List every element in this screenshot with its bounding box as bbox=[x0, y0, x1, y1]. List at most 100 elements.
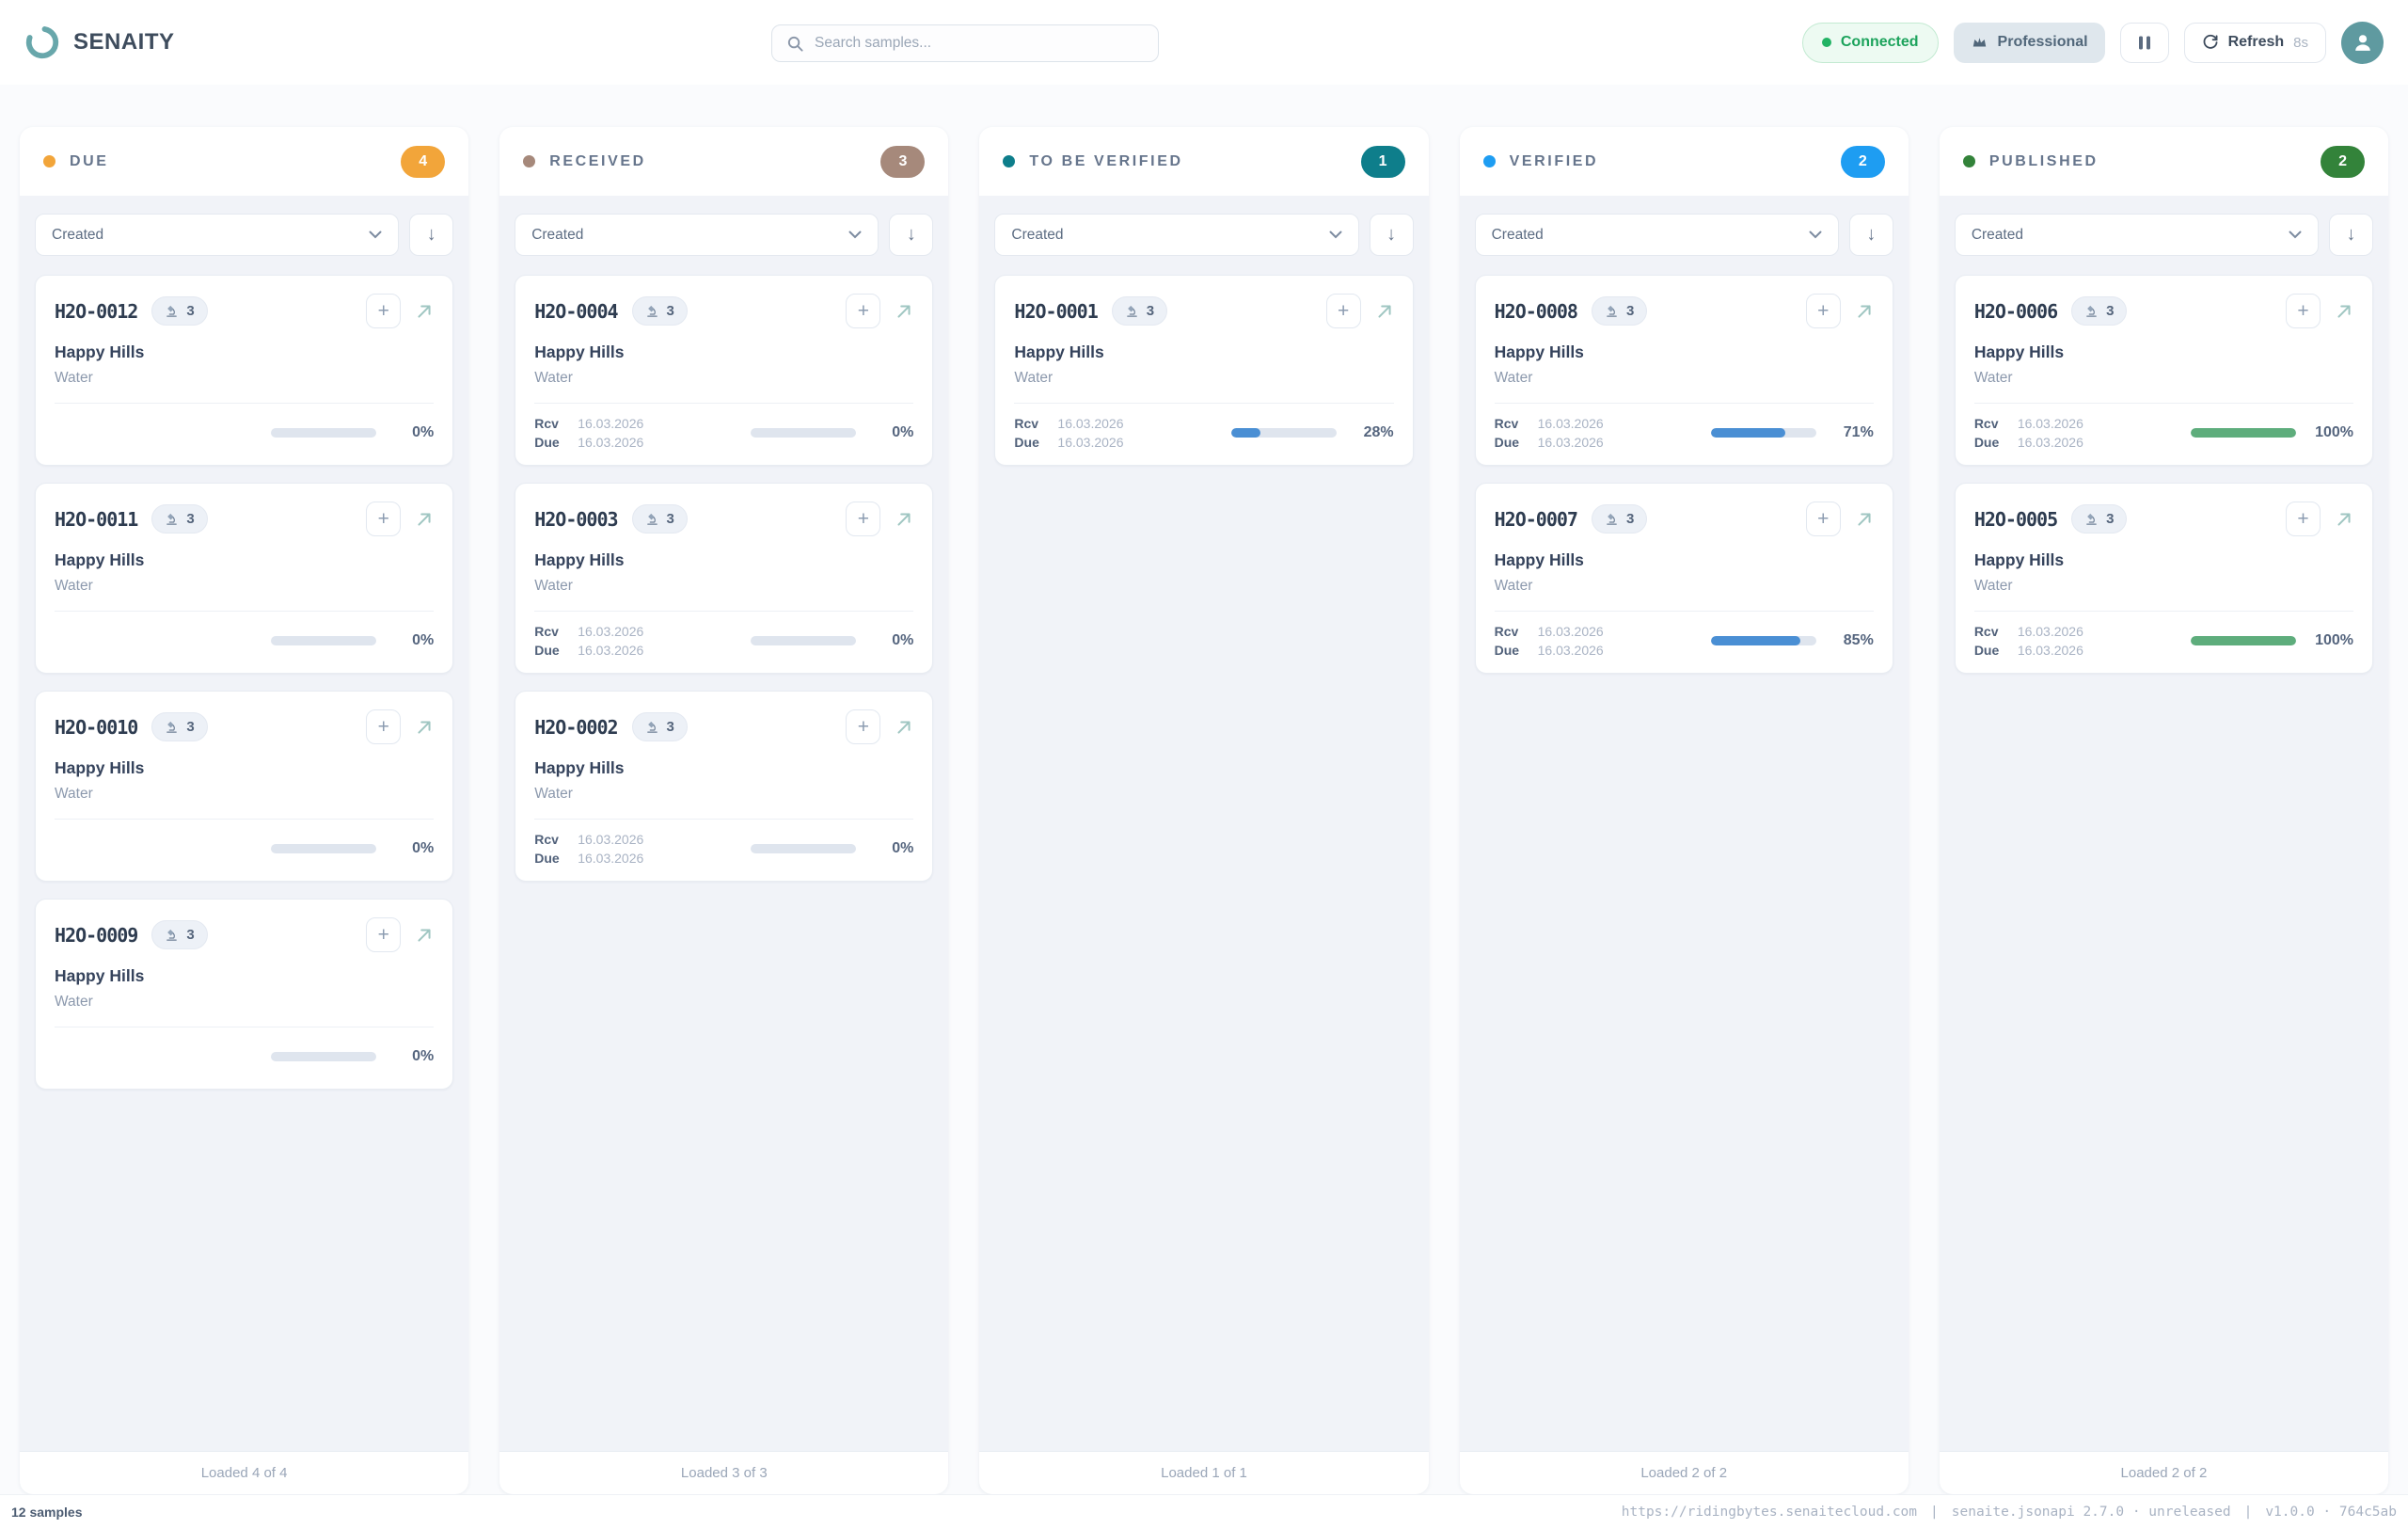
add-analyses-button[interactable]: + bbox=[366, 917, 402, 952]
due-date: 16.03.2026 bbox=[2017, 435, 2083, 450]
open-sample-icon[interactable] bbox=[415, 302, 434, 321]
add-analyses-button[interactable]: + bbox=[846, 502, 881, 536]
column-verified: VERIFIED 2 Created ↓ H2O-0008 3 + bbox=[1459, 127, 1909, 1494]
chevron-down-icon bbox=[848, 231, 862, 239]
card-list: H2O-0012 3 + Happy Hills Water 0% bbox=[20, 260, 468, 1451]
sample-card[interactable]: H2O-0012 3 + Happy Hills Water 0% bbox=[35, 275, 454, 466]
sort-by-value: Created bbox=[531, 226, 584, 243]
add-analyses-button[interactable]: + bbox=[366, 709, 402, 744]
sample-card[interactable]: H2O-0009 3 + Happy Hills Water 0% bbox=[35, 899, 454, 1090]
open-sample-icon[interactable] bbox=[1855, 510, 1874, 529]
sort-direction-button[interactable]: ↓ bbox=[2329, 214, 2374, 256]
open-sample-icon[interactable] bbox=[415, 926, 434, 945]
add-analyses-button[interactable]: + bbox=[846, 709, 881, 744]
sample-id: H2O-0004 bbox=[534, 299, 618, 323]
client-name: Happy Hills bbox=[1494, 550, 1584, 569]
sample-card[interactable]: H2O-0011 3 + Happy Hills Water 0% bbox=[35, 483, 454, 674]
sort-by-select[interactable]: Created bbox=[1474, 214, 1839, 256]
sort-direction-button[interactable]: ↓ bbox=[1848, 214, 1893, 256]
chevron-down-icon bbox=[1329, 231, 1342, 239]
sample-id: H2O-0005 bbox=[1973, 507, 2058, 531]
analyses-count-pill: 3 bbox=[151, 504, 208, 534]
sample-card[interactable]: H2O-0002 3 + Happy Hills Water Rcv 16.03.… bbox=[515, 691, 934, 882]
plan-badge[interactable]: Professional bbox=[1953, 22, 2105, 63]
microscope-icon bbox=[166, 513, 178, 525]
column-title: PUBLISHED bbox=[1988, 152, 2099, 169]
open-sample-icon[interactable] bbox=[2335, 510, 2353, 529]
sample-type: Water bbox=[1973, 370, 2013, 386]
sample-dates: Rcv 16.03.2026 Due 16.03.2026 bbox=[1974, 624, 2083, 658]
sample-card[interactable]: H2O-0005 3 + Happy Hills Water Rcv 16.03.… bbox=[1954, 483, 2374, 674]
received-label: Rcv bbox=[1973, 624, 1999, 639]
analyses-count-pill: 3 bbox=[1591, 296, 1648, 326]
add-analyses-button[interactable]: + bbox=[1805, 294, 1841, 328]
header-actions: Connected Professional Refresh 8s bbox=[1801, 21, 2384, 64]
column-title: TO BE VERIFIED bbox=[1029, 152, 1183, 169]
sample-card[interactable]: H2O-0010 3 + Happy Hills Water 0% bbox=[35, 691, 454, 882]
pause-refresh-button[interactable] bbox=[2119, 22, 2169, 63]
add-analyses-button[interactable]: + bbox=[2286, 294, 2321, 328]
due-label: Due bbox=[534, 851, 560, 866]
due-label: Due bbox=[534, 643, 560, 658]
sample-card[interactable]: H2O-0006 3 + Happy Hills Water Rcv 16.03.… bbox=[1954, 275, 2374, 466]
open-sample-icon[interactable] bbox=[1375, 302, 1394, 321]
search-icon bbox=[787, 36, 803, 52]
sort-by-select[interactable]: Created bbox=[994, 214, 1359, 256]
sample-card[interactable]: H2O-0007 3 + Happy Hills Water Rcv 16.03.… bbox=[1474, 483, 1893, 674]
sort-by-select[interactable]: Created bbox=[1954, 214, 2320, 256]
open-sample-icon[interactable] bbox=[895, 718, 913, 737]
column-load-status: Loaded 2 of 2 bbox=[1939, 1451, 2389, 1494]
card-divider bbox=[1973, 403, 2354, 404]
column-header: PUBLISHED 2 bbox=[1939, 127, 2389, 196]
user-avatar[interactable] bbox=[2341, 21, 2384, 64]
refresh-button[interactable]: Refresh 8s bbox=[2183, 22, 2326, 63]
add-analyses-button[interactable]: + bbox=[1805, 502, 1841, 536]
add-analyses-button[interactable]: + bbox=[366, 294, 402, 328]
open-sample-icon[interactable] bbox=[415, 510, 434, 529]
analyses-count: 3 bbox=[186, 303, 195, 319]
client-name: Happy Hills bbox=[534, 758, 625, 777]
microscope-icon bbox=[646, 305, 657, 317]
due-date: 16.03.2026 bbox=[1537, 435, 1604, 450]
open-sample-icon[interactable] bbox=[895, 302, 913, 321]
open-sample-icon[interactable] bbox=[415, 718, 434, 737]
sample-id: H2O-0011 bbox=[55, 507, 138, 531]
add-analyses-button[interactable]: + bbox=[846, 294, 881, 328]
progress-percent: 100% bbox=[2315, 424, 2354, 440]
plan-label: Professional bbox=[1997, 34, 2088, 50]
person-icon bbox=[2354, 35, 2370, 51]
open-sample-icon[interactable] bbox=[895, 510, 913, 529]
client-name: Happy Hills bbox=[55, 550, 145, 569]
sample-card[interactable]: H2O-0003 3 + Happy Hills Water Rcv 16.03.… bbox=[515, 483, 934, 674]
due-date: 16.03.2026 bbox=[1537, 643, 1604, 658]
sort-by-select[interactable]: Created bbox=[35, 214, 400, 256]
add-analyses-button[interactable]: + bbox=[1325, 294, 1361, 328]
samples-count: 12 samples bbox=[11, 1505, 83, 1520]
open-sample-icon[interactable] bbox=[2335, 302, 2353, 321]
sort-direction-button[interactable]: ↓ bbox=[1369, 214, 1414, 256]
progress-percent: 71% bbox=[1843, 424, 1874, 440]
open-sample-icon[interactable] bbox=[1855, 302, 1874, 321]
search-input[interactable] bbox=[815, 35, 1144, 52]
sort-direction-button[interactable]: ↓ bbox=[889, 214, 934, 256]
sort-by-select[interactable]: Created bbox=[515, 214, 879, 256]
sample-dates: Rcv 16.03.2026 Due 16.03.2026 bbox=[1014, 416, 1123, 450]
sort-direction-button[interactable]: ↓ bbox=[409, 214, 454, 256]
app-title: SENAITY bbox=[73, 29, 175, 55]
analyses-count-pill: 3 bbox=[2071, 504, 2128, 534]
progress-percent: 0% bbox=[892, 632, 914, 648]
sample-card[interactable]: H2O-0008 3 + Happy Hills Water Rcv 16.03.… bbox=[1474, 275, 1893, 466]
add-analyses-button[interactable]: + bbox=[2286, 502, 2321, 536]
sample-card[interactable]: H2O-0004 3 + Happy Hills Water Rcv 16.03.… bbox=[515, 275, 934, 466]
client-name: Happy Hills bbox=[534, 342, 625, 361]
add-analyses-button[interactable]: + bbox=[366, 502, 402, 536]
column-load-status: Loaded 1 of 1 bbox=[979, 1451, 1429, 1494]
progress-percent: 0% bbox=[412, 632, 435, 648]
sample-type: Water bbox=[1494, 578, 1533, 594]
separator: | bbox=[1930, 1505, 1939, 1520]
brand: SENAITY bbox=[24, 24, 175, 60]
sample-card[interactable]: H2O-0001 3 + Happy Hills Water Rcv 16.03.… bbox=[994, 275, 1414, 466]
analyses-count-pill: 3 bbox=[2071, 296, 2128, 326]
sample-id: H2O-0006 bbox=[1973, 299, 2058, 323]
refresh-label: Refresh bbox=[2227, 34, 2285, 50]
